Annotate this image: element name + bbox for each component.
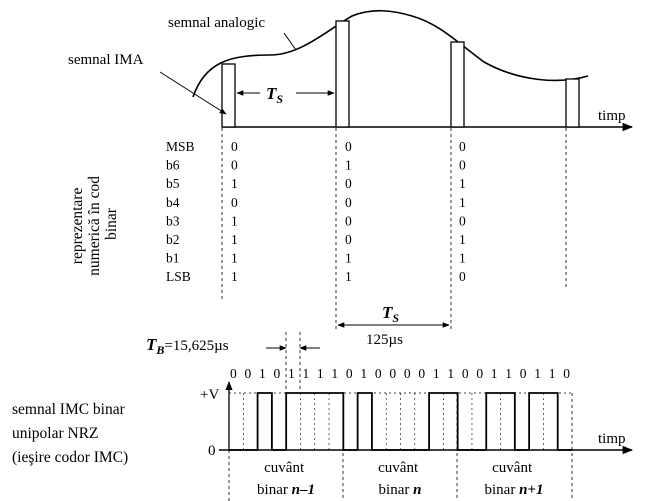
- ts-value-label: 125µs: [366, 332, 403, 348]
- bit-value: 1: [231, 213, 238, 228]
- bit-value: 0: [459, 269, 466, 284]
- nrz-waveform: [229, 392, 572, 451]
- timing-section: TB=15,625µs TS 125µs: [146, 303, 450, 390]
- bit-slot-grid: [242, 393, 559, 450]
- bit-value: 0: [345, 176, 352, 191]
- bit-value: 0: [231, 158, 238, 173]
- bit-name-b4: b4: [166, 195, 180, 210]
- bit-value: 0: [459, 139, 466, 154]
- ima-leader: [159, 71, 227, 115]
- bit-value: 1: [231, 232, 238, 247]
- ts-mid-label: TS: [382, 303, 399, 325]
- bit-value: 1: [459, 176, 466, 191]
- bit-name-b2: b2: [166, 232, 180, 247]
- word-label-1: cuvânt binar n–1: [257, 460, 315, 498]
- bit-value: 1: [459, 251, 466, 266]
- bit-name-msb: MSB: [166, 139, 195, 154]
- bit-value: 0: [345, 213, 352, 228]
- bit-name-b3: b3: [166, 213, 180, 228]
- bit-value: 0: [345, 195, 352, 210]
- top-section: timp semnal analogic semnal IMA TS: [68, 9, 634, 132]
- bit-value: 1: [459, 232, 466, 247]
- bit-name-lsb: LSB: [166, 269, 191, 284]
- ima-signal-label: semnal IMA: [68, 52, 144, 68]
- bit-value: 0: [459, 213, 466, 228]
- bit-value: 0: [459, 158, 466, 173]
- bit-value: 1: [231, 269, 238, 284]
- imc-caption: semnal IMC binar unipolar NRZ (ieşire co…: [12, 401, 129, 466]
- analog-signal-curve: [192, 9, 589, 98]
- bit-values-grid: 0 0 1 0 1 1 1 1 0 1 0 0 0 0 1 1 0 0 1 1 0 1 1 0: [231, 139, 466, 284]
- bottom-time-label: timp: [598, 431, 626, 447]
- word-label-3: cuvânt binar n+1: [485, 460, 544, 498]
- pam-pulse-1: [221, 63, 236, 128]
- pcm-section: 0 0 1 0 1 1 1 1 0 1 0 0 0 0 1 1 0 0 1 1 …: [12, 366, 634, 501]
- bit-value: 0: [345, 139, 352, 154]
- bit-name-b6: b6: [166, 158, 180, 173]
- vertical-caption: reprezentare numerică în cod binar: [69, 172, 120, 276]
- bit-value: 0: [231, 139, 238, 154]
- bit-stream: 0 0 1 0 1 1 1 1 0 1 0 0 0 0 1 1 0 0 1 1 …: [230, 366, 570, 381]
- bit-value: 1: [231, 251, 238, 266]
- bit-name-b1: b1: [166, 251, 180, 266]
- bit-names-column: MSB b6 b5 b4 b3 b2 b1 LSB: [166, 139, 195, 284]
- zero-label: 0: [208, 443, 216, 459]
- bit-value: 1: [459, 195, 466, 210]
- word-label-2: cuvânt binar n: [378, 460, 422, 498]
- plus-v-label: +V: [200, 387, 219, 403]
- binary-table: reprezentare numerică în cod binar MSB b6…: [69, 139, 466, 284]
- sample-guides: [221, 128, 567, 330]
- pam-pulse-3: [450, 41, 465, 128]
- tb-label: TB=15,625µs: [146, 335, 229, 357]
- pam-pulse-2: [335, 20, 350, 128]
- bit-value: 1: [345, 158, 352, 173]
- analog-leader: [283, 32, 297, 51]
- analog-signal-label: semnal analogic: [168, 15, 265, 31]
- pam-pulse-4: [565, 78, 580, 128]
- bit-name-b5: b5: [166, 176, 180, 191]
- bit-value: 0: [345, 232, 352, 247]
- bit-value: 1: [345, 269, 352, 284]
- top-time-label: timp: [598, 108, 626, 124]
- bit-value: 1: [231, 176, 238, 191]
- bit-value: 0: [231, 195, 238, 210]
- ts-top-label: TS: [266, 84, 283, 106]
- bit-value: 1: [345, 251, 352, 266]
